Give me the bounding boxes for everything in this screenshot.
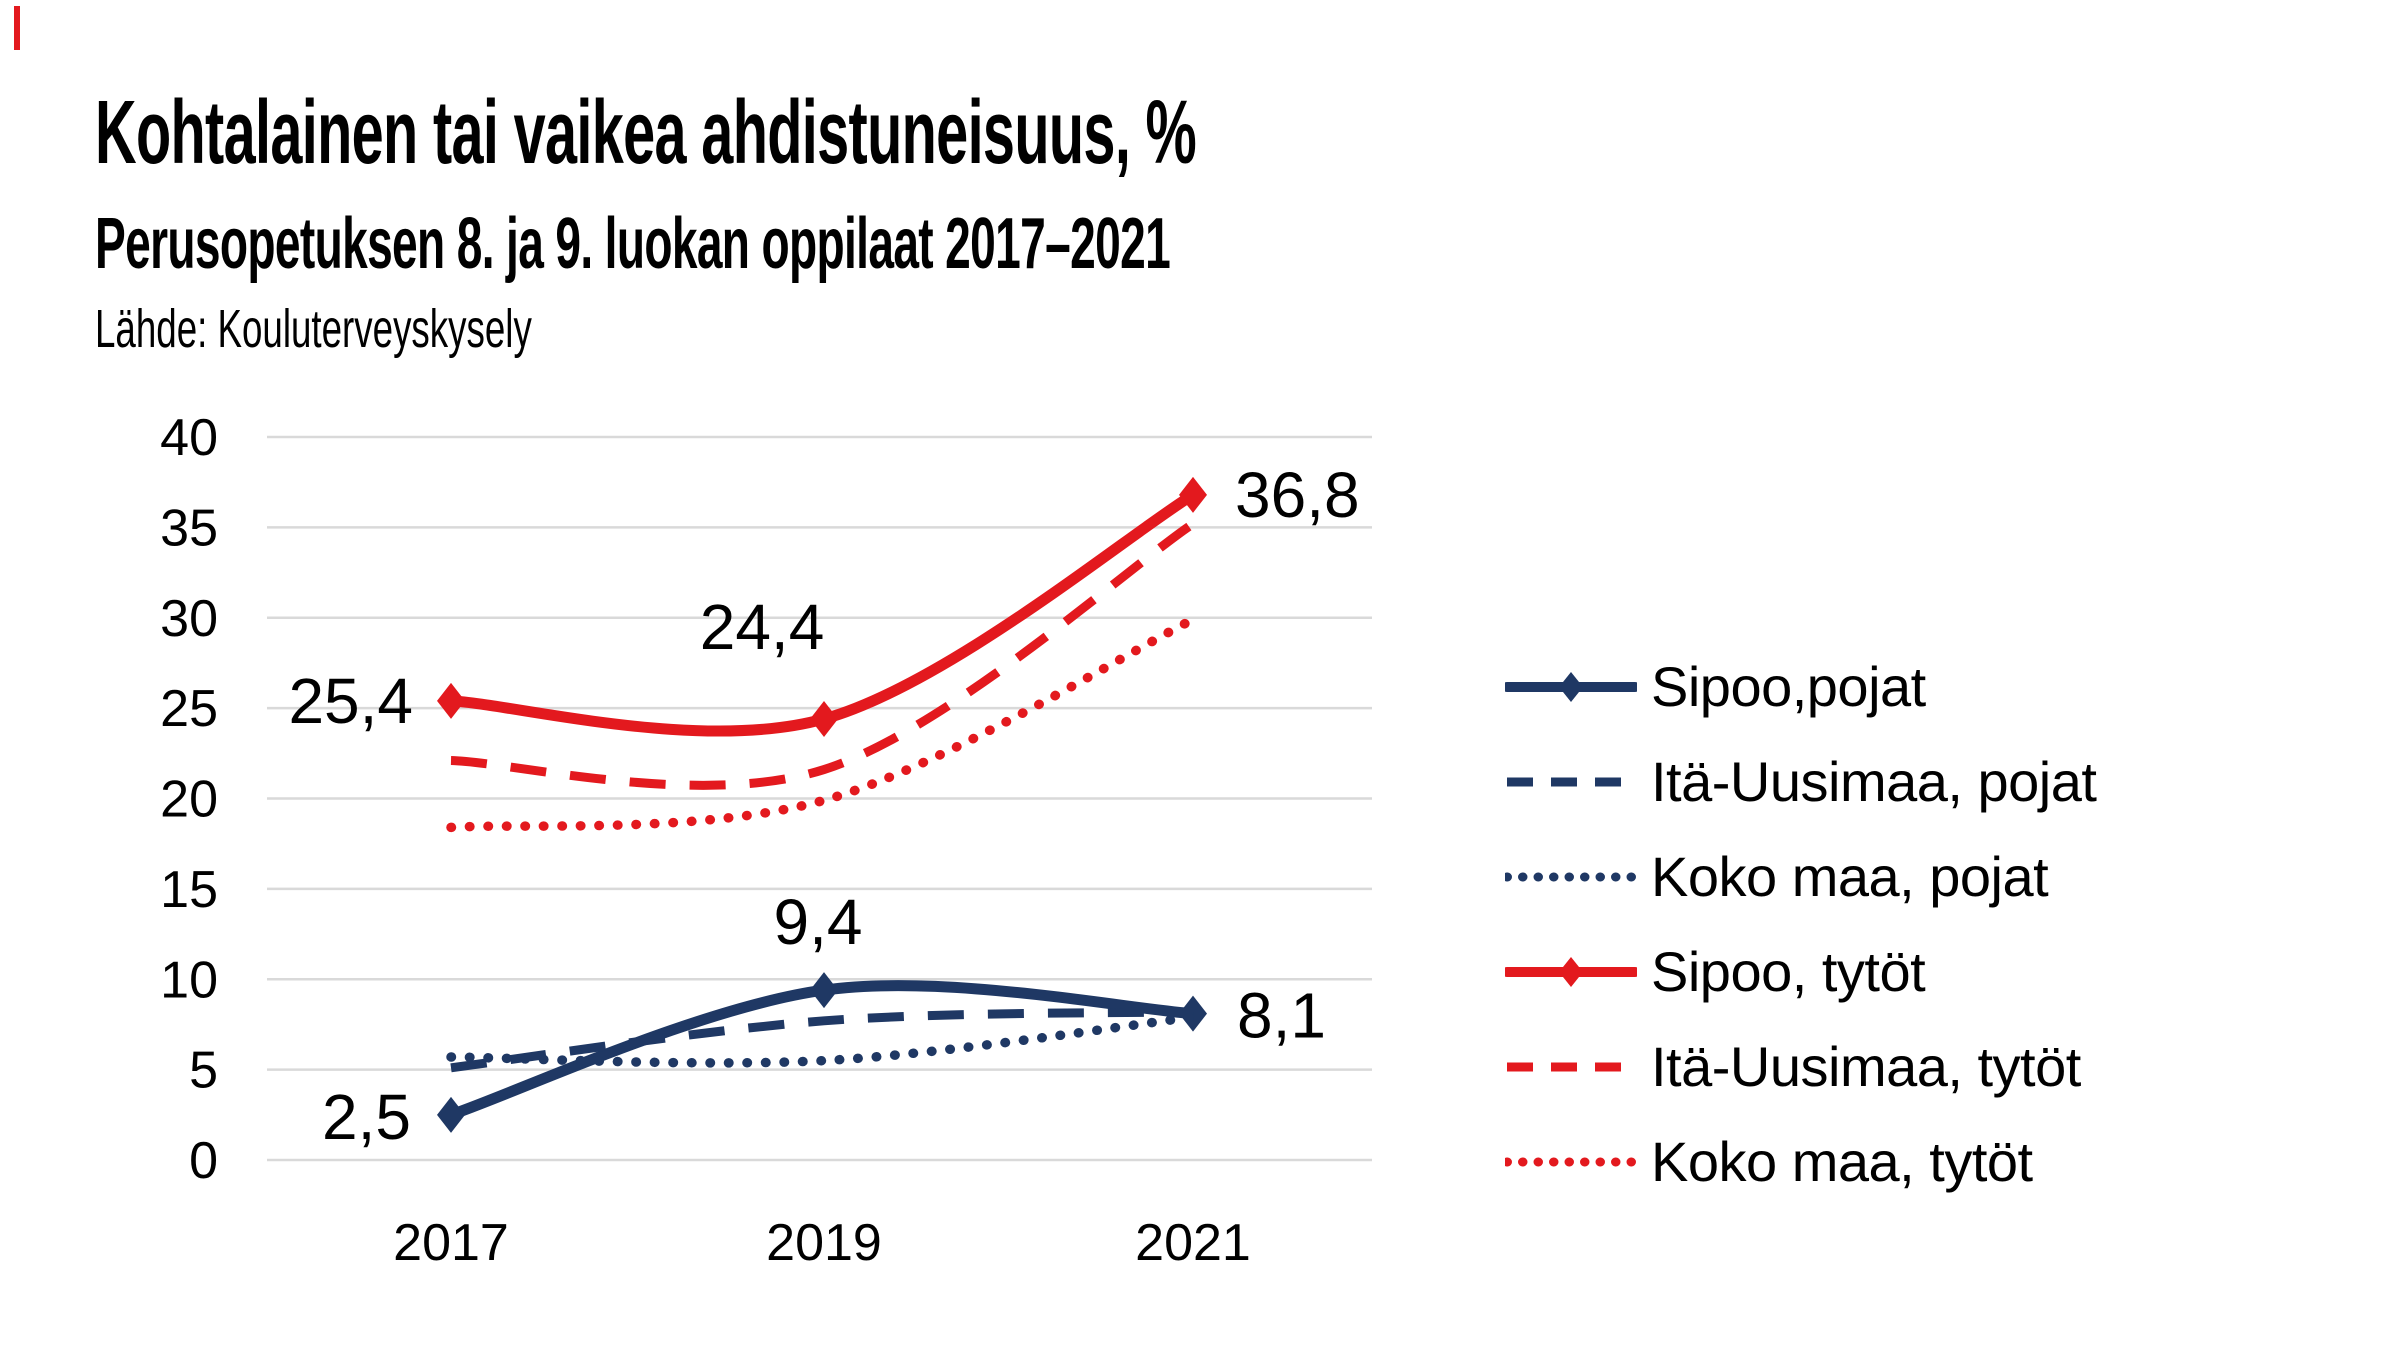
source-note: Lähde: Kouluterveyskysely: [95, 299, 532, 359]
legend-item-label: Koko maa, pojat: [1651, 845, 2049, 908]
legend-item: Itä-Uusimaa, tytöt: [1505, 1019, 2096, 1114]
y-tick-label: 35: [160, 499, 218, 557]
data-point-label: 8,1: [1237, 980, 1326, 1052]
legend-dotted-line-icon: [1505, 872, 1637, 881]
y-tick-label: 5: [189, 1042, 218, 1100]
legend-item: Sipoo,pojat: [1505, 639, 2096, 734]
series-line-5: [450, 520, 1196, 790]
chart-title: Kohtalainen tai vaikea ahdistuneisuus, %: [95, 83, 1197, 183]
data-point-marker: [437, 682, 465, 719]
legend-solid-line-icon: [1505, 671, 1637, 702]
y-tick-label: 25: [160, 680, 218, 738]
legend-item-label: Sipoo,pojat: [1651, 655, 1926, 718]
y-tick-label: 0: [189, 1132, 218, 1190]
y-tick-label: 10: [160, 951, 218, 1009]
legend-item: Koko maa, tytöt: [1505, 1114, 2096, 1209]
data-point-label: 25,4: [288, 665, 413, 737]
line-chart: 0 5 10 15 20 25 30 35 40 2017 2019 2021 2,5 9,4 8,1 25,…: [160, 415, 1372, 1272]
legend-item-label: Koko maa, tytöt: [1651, 1130, 2033, 1193]
legend-item-label: Sipoo, tytöt: [1651, 940, 1926, 1003]
y-tick-label: 20: [160, 771, 218, 829]
x-tick-label: 2021: [1135, 1214, 1251, 1272]
data-point-marker: [810, 700, 838, 737]
data-point-label: 36,8: [1235, 459, 1360, 531]
y-tick-label: 40: [160, 415, 218, 467]
legend-diamond-marker-icon: [1559, 956, 1583, 987]
legend-item-label: Itä-Uusimaa, tytöt: [1651, 1035, 2081, 1098]
data-point-marker: [437, 1096, 465, 1133]
y-tick-label: 15: [160, 861, 218, 919]
legend-dashed-line-icon: [1507, 777, 1635, 786]
data-point-marker: [1179, 476, 1207, 513]
series-line-6: [446, 614, 1198, 833]
legend-dashed-line-icon: [1507, 1062, 1635, 1071]
legend: Sipoo,pojat Itä-Uusimaa, pojat Koko maa, p…: [1505, 639, 2097, 1209]
series-line-3: [446, 1012, 1198, 1068]
legend-item: Itä-Uusimaa, pojat: [1505, 734, 2097, 829]
legend-item-label: Itä-Uusimaa, pojat: [1651, 750, 2097, 813]
chart-subtitle: Perusopetuksen 8. ja 9. luokan oppilaat …: [95, 204, 1171, 284]
y-tick-label: 30: [160, 590, 218, 648]
data-point-label: 2,5: [322, 1081, 411, 1153]
legend-dotted-line-icon: [1505, 1157, 1637, 1166]
legend-solid-line-icon: [1505, 956, 1637, 987]
corner-accent-mark: [14, 6, 20, 50]
x-tick-label: 2017: [393, 1214, 509, 1272]
data-point-label: 9,4: [774, 886, 863, 958]
legend-item: Sipoo, tytöt: [1505, 924, 2096, 1019]
legend-item: Koko maa, pojat: [1505, 829, 2096, 924]
data-point-label: 24,4: [700, 591, 825, 663]
data-point-marker: [810, 972, 838, 1009]
x-tick-label: 2019: [766, 1214, 882, 1272]
legend-diamond-marker-icon: [1559, 671, 1583, 702]
